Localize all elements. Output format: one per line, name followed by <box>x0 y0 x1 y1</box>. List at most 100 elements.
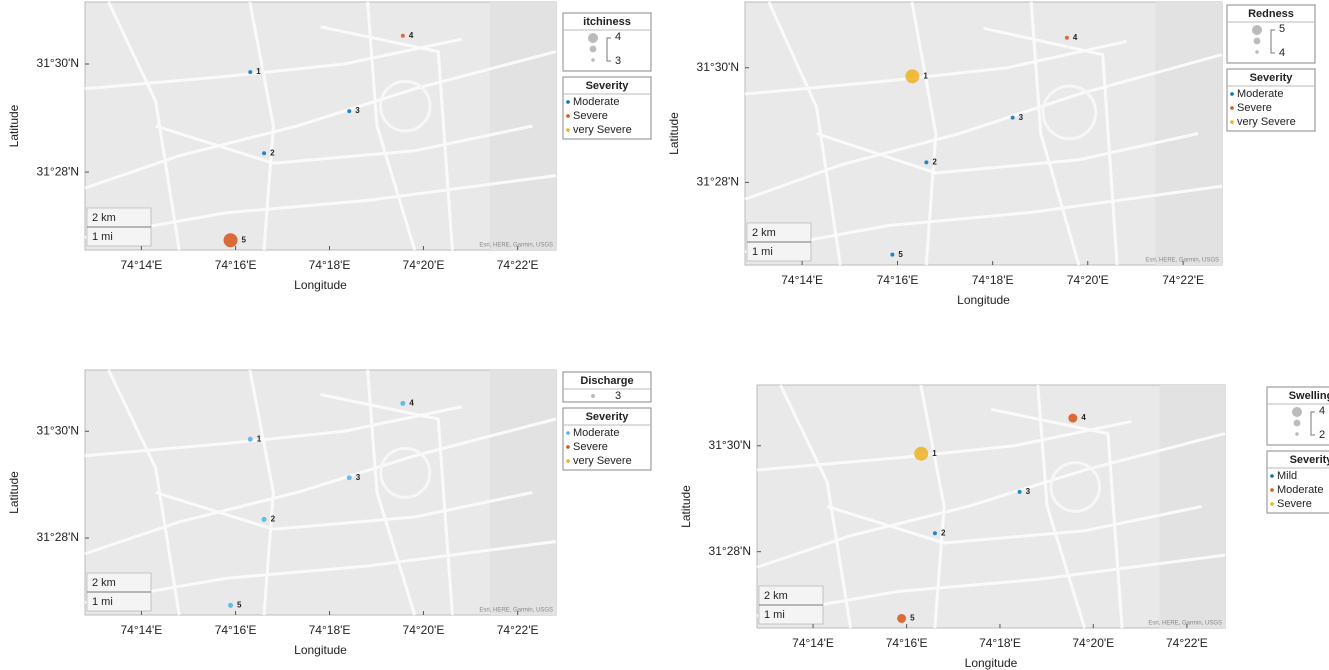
scale-label: 2 km <box>764 590 788 602</box>
color-legend <box>1266 450 1329 514</box>
x-tick-label: 74°22'E <box>1162 273 1204 287</box>
attribution: Esri, HERE, Garmin, USGS <box>1145 258 1219 264</box>
map-area <box>1155 2 1222 265</box>
road <box>84 174 557 240</box>
scale-label: 1 mi <box>752 246 773 258</box>
road <box>744 39 1127 96</box>
road <box>107 1 181 251</box>
point-label: 3 <box>1019 113 1024 122</box>
x-tick-label: 74°20'E <box>403 623 445 637</box>
landmark <box>1041 84 1098 141</box>
attribution: Esri, HERE, Garmin, USGS <box>1148 621 1222 627</box>
size-legend-title: Discharge <box>580 375 633 387</box>
color-legend-title: Severity <box>586 411 630 423</box>
road <box>826 505 1202 545</box>
color-legend-title: Severity <box>1290 454 1329 466</box>
y-tick-label: 31°28'N <box>709 544 751 558</box>
legend-swatch <box>1230 92 1234 96</box>
legend-label: very Severe <box>573 455 632 467</box>
road <box>1029 1 1081 266</box>
size-legend-title: Redness <box>1248 8 1294 20</box>
road <box>756 553 1226 618</box>
road <box>320 393 454 616</box>
bubble <box>1068 413 1078 423</box>
color-legend-title: Severity <box>586 80 630 92</box>
x-axis-label: Longitude <box>965 656 1018 670</box>
point-label: 2 <box>270 148 275 157</box>
bubble <box>905 69 920 84</box>
size-key <box>1252 25 1262 35</box>
point-label: 3 <box>355 106 360 115</box>
size-key <box>1292 407 1302 417</box>
legend-label: Moderate <box>573 427 619 439</box>
point-label: 4 <box>1073 33 1078 42</box>
y-tick-label: 31°30'N <box>697 60 739 74</box>
x-tick-label: 74°14'E <box>792 636 834 650</box>
road <box>320 25 454 251</box>
size-legend-label: 2 <box>1319 429 1325 441</box>
size-legend-label: 4 <box>1279 47 1285 59</box>
y-axis-label: Latitude <box>7 471 21 514</box>
bubble <box>897 613 907 623</box>
color-legend <box>562 76 652 140</box>
size-legend-label: 4 <box>615 31 621 43</box>
x-tick-label: 74°20'E <box>403 258 445 272</box>
legend-swatch <box>566 128 570 132</box>
x-tick-label: 74°18'E <box>309 623 351 637</box>
legend-label: Severe <box>573 110 608 122</box>
x-tick-label: 74°14'E <box>781 273 823 287</box>
size-key <box>1293 419 1301 427</box>
y-tick-label: 31°28'N <box>697 175 739 189</box>
road <box>990 407 1124 629</box>
bubble <box>932 531 937 536</box>
x-tick-label: 74°16'E <box>886 636 928 650</box>
bubble <box>248 70 253 75</box>
x-axis-label: Longitude <box>294 278 347 292</box>
road <box>366 1 417 251</box>
size-legend-label: 4 <box>1319 405 1325 417</box>
bubble <box>347 109 352 114</box>
bubble <box>262 151 267 156</box>
legend-swatch <box>566 445 570 449</box>
y-tick-label: 31°30'N <box>709 438 751 452</box>
map-area <box>490 370 556 615</box>
legend-label: very Severe <box>1237 116 1296 128</box>
y-tick-label: 31°30'N <box>37 423 79 437</box>
x-tick-label: 74°14'E <box>121 258 163 272</box>
x-tick-label: 74°22'E <box>1166 636 1208 650</box>
road <box>756 419 1132 472</box>
color-legend-title: Severity <box>1250 72 1294 84</box>
point-label: 5 <box>237 600 242 609</box>
legend-label: Moderate <box>1237 88 1283 100</box>
size-bracket <box>606 37 611 62</box>
map-panel: 1 2 3 4 5 2 km 1 mi Esri, HERE, Garmin, USGS 74°… <box>7 1 652 292</box>
size-key <box>589 45 597 53</box>
legend-label: Severe <box>1237 102 1272 114</box>
scale-label: 2 km <box>92 212 116 224</box>
y-axis-label: Latitude <box>667 112 681 155</box>
road <box>84 50 557 190</box>
point-label: 5 <box>910 614 915 623</box>
color-legend <box>1226 68 1316 132</box>
size-legend-label: 3 <box>615 55 621 67</box>
bubble <box>400 400 406 406</box>
road <box>744 184 1223 254</box>
size-legend <box>562 371 652 403</box>
legend-swatch <box>1230 120 1234 124</box>
x-tick-label: 74°22'E <box>497 623 539 637</box>
point-label: 2 <box>932 158 937 167</box>
y-tick-label: 31°30'N <box>37 56 79 70</box>
bubble <box>223 233 238 248</box>
x-tick-label: 74°18'E <box>979 636 1021 650</box>
landmark <box>1049 461 1102 513</box>
legend-label: Severe <box>573 441 608 453</box>
bubble <box>914 446 929 461</box>
scale-label: 1 mi <box>92 231 113 243</box>
road <box>107 369 181 616</box>
bubble <box>261 516 267 522</box>
legend-label: Mild <box>1277 470 1297 482</box>
legend-swatch <box>566 100 570 104</box>
x-tick-label: 74°18'E <box>972 273 1014 287</box>
point-label: 2 <box>271 515 276 524</box>
